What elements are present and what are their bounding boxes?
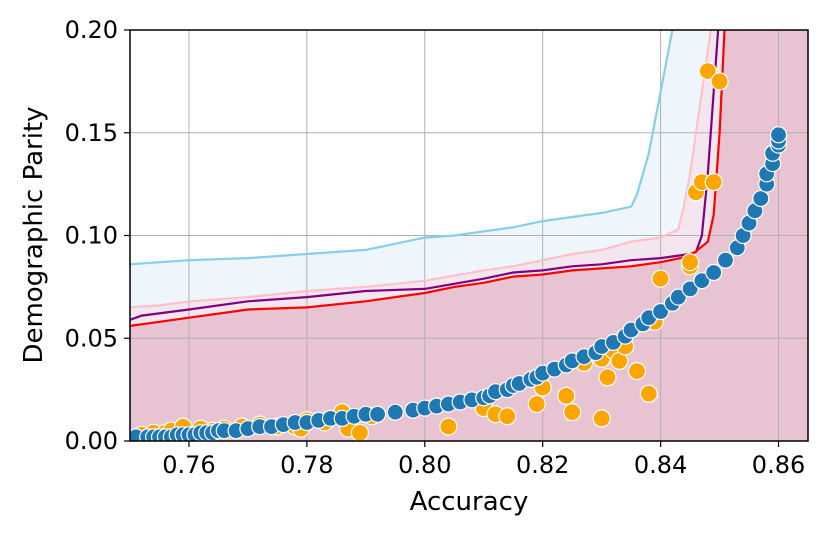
x-axis-ticks: 0.76 0.78 0.80 0.82 0.84 0.86 <box>162 441 805 479</box>
orange-point <box>498 407 517 426</box>
orange-point <box>557 386 576 405</box>
orange-point <box>527 394 546 414</box>
orange-point <box>627 362 647 381</box>
x-tick-label: 0.84 <box>634 451 687 479</box>
orange-point <box>439 417 458 436</box>
orange-point <box>592 409 611 428</box>
x-tick-label: 0.82 <box>516 451 569 479</box>
orange-point <box>704 173 723 192</box>
orange-point <box>350 423 369 441</box>
purple-line <box>130 30 720 321</box>
orange-point <box>563 403 582 422</box>
y-tick-label: 0.20 <box>65 16 118 44</box>
orange-point <box>639 384 658 403</box>
y-tick-label: 0.15 <box>65 119 118 147</box>
orange-point <box>680 253 700 272</box>
blue-point <box>752 189 770 208</box>
x-tick-label: 0.86 <box>752 451 805 479</box>
scatter-points <box>130 61 788 441</box>
orange-point <box>651 269 670 288</box>
y-tick-label: 0.00 <box>65 427 118 455</box>
x-tick-label: 0.80 <box>398 451 451 479</box>
orange-point <box>598 368 617 387</box>
blue-point <box>369 405 387 423</box>
y-axis-ticks: 0.00 0.05 0.10 0.15 0.20 <box>65 16 130 455</box>
orange-point <box>698 61 717 81</box>
skyblue-line <box>130 30 674 266</box>
blue-point <box>681 280 699 298</box>
orange-point <box>710 72 729 91</box>
frontier-lines <box>130 30 726 327</box>
grid-lines <box>130 29 808 442</box>
y-axis-label: Demographic Parity <box>19 106 49 363</box>
red-line <box>130 30 726 327</box>
blue-point <box>716 251 735 269</box>
x-tick-label: 0.76 <box>162 451 215 479</box>
blue-point <box>651 302 670 321</box>
blue-point <box>769 126 788 144</box>
x-axis-label: Accuracy <box>410 487 529 517</box>
blue-point <box>669 288 687 306</box>
blue-point <box>386 403 404 421</box>
x-tick-label: 0.78 <box>280 451 333 479</box>
pink-line <box>130 30 712 309</box>
blue-point <box>705 263 723 282</box>
y-tick-label: 0.10 <box>65 222 118 250</box>
y-tick-label: 0.05 <box>65 324 118 352</box>
blue-point <box>693 272 711 290</box>
